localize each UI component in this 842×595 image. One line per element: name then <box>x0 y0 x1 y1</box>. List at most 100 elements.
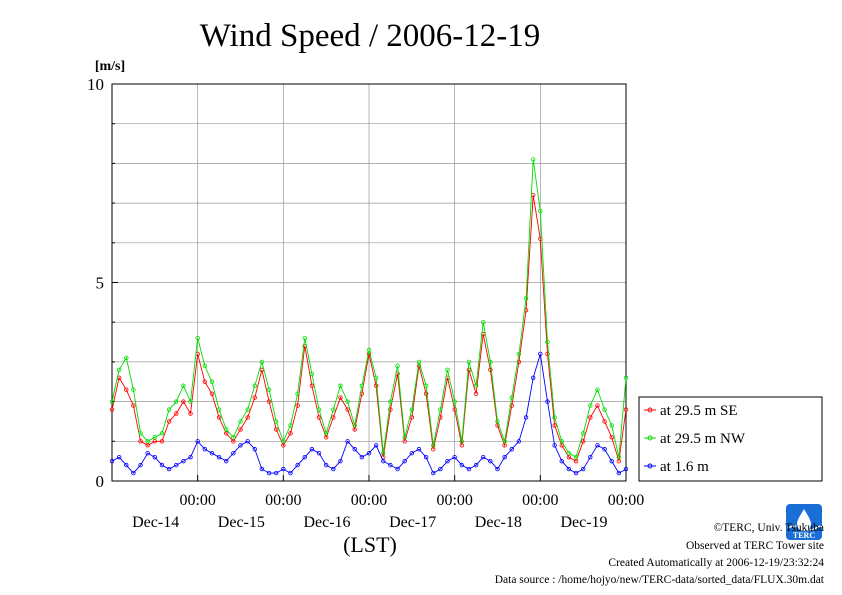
series-point <box>516 359 522 365</box>
series-point <box>109 399 115 404</box>
series-point <box>195 335 200 341</box>
series-point <box>331 407 336 412</box>
series-point <box>252 447 257 452</box>
series-point <box>609 435 614 440</box>
series-point <box>109 407 115 412</box>
series-point <box>466 359 472 365</box>
series-point <box>488 359 493 365</box>
series-point <box>609 458 614 464</box>
y-tick-label: 10 <box>87 75 104 94</box>
series-point <box>381 458 386 464</box>
series-point <box>231 451 236 456</box>
series-point <box>509 395 514 400</box>
series-2 <box>109 157 629 460</box>
series-point <box>245 407 250 412</box>
x-tick-time-label: 00:00 <box>351 492 387 509</box>
series-point <box>238 443 243 448</box>
series-point <box>345 439 350 444</box>
series-point <box>452 399 457 404</box>
series-point <box>216 415 222 420</box>
x-tick-time-label: 00:00 <box>179 492 215 509</box>
terc-logo-text: TERC <box>793 531 815 540</box>
series-point <box>316 451 322 456</box>
series-point <box>459 462 465 468</box>
series-point <box>323 431 329 436</box>
series-point <box>523 415 529 420</box>
series-point <box>545 351 550 357</box>
data-source-text: Data source : /home/hojyo/new/TERC-data/… <box>495 574 825 586</box>
series-point <box>116 367 122 373</box>
series-point <box>138 462 143 468</box>
x-axis-ticks: 00:00Dec-1400:00Dec-1500:00Dec-1600:00De… <box>132 475 644 531</box>
series-point <box>266 387 272 392</box>
series-point <box>302 335 307 341</box>
x-tick-date-label: Dec-17 <box>389 514 436 531</box>
series-point <box>238 419 243 424</box>
series-point <box>281 466 286 472</box>
series-point <box>366 347 372 353</box>
series-point <box>181 458 186 464</box>
copyright-text: ©TERC, Univ. Tsukuba <box>714 522 824 534</box>
series-point <box>559 458 564 464</box>
series-point <box>402 435 407 440</box>
series-point <box>124 387 129 392</box>
series-point <box>395 363 400 369</box>
series-point <box>409 451 415 456</box>
legend-label: at 1.6 m <box>660 459 709 475</box>
series-point <box>416 447 422 452</box>
series-point <box>273 470 279 476</box>
series-point <box>609 423 614 428</box>
legend-label: at 29.5 m SE <box>660 403 738 419</box>
series-point <box>266 470 272 476</box>
series-point <box>623 375 629 380</box>
series-point <box>438 466 443 472</box>
series-point <box>595 403 600 408</box>
series-point <box>202 363 208 369</box>
x-tick-time-label: 00:00 <box>608 492 644 509</box>
series-line <box>111 353 627 474</box>
series-point <box>138 431 143 436</box>
series-point <box>338 458 343 464</box>
series-point <box>573 454 579 460</box>
series-point <box>316 415 322 420</box>
series-point <box>159 439 165 444</box>
y-axis-unit-label: [m/s] <box>95 59 125 74</box>
series-point <box>416 359 422 365</box>
series-point <box>459 439 465 444</box>
series-point <box>145 451 150 456</box>
series-point <box>573 470 579 476</box>
series-point <box>273 419 279 424</box>
series-point <box>131 403 136 408</box>
series-point <box>409 407 415 412</box>
y-axis-ticks: 0 5 10 <box>87 75 118 491</box>
series-point <box>352 423 357 428</box>
series-point <box>580 439 586 444</box>
legend-swatch-marker <box>647 435 653 441</box>
series-point <box>181 399 186 404</box>
series-point <box>588 454 593 460</box>
wave-icon <box>787 525 823 531</box>
series-point <box>288 423 293 428</box>
series-point <box>259 359 265 365</box>
legend-box <box>638 396 823 482</box>
series-point <box>530 375 536 380</box>
series-point <box>216 454 222 460</box>
series-point <box>174 399 179 404</box>
series-point <box>373 375 379 380</box>
x-tick-date-label: Dec-14 <box>132 514 179 531</box>
series-point <box>145 439 150 444</box>
series-point <box>224 427 229 432</box>
series-point <box>530 157 536 162</box>
series-point <box>580 431 586 436</box>
series-point <box>288 431 293 436</box>
series-point <box>509 447 514 452</box>
series-point <box>588 415 593 420</box>
series-point <box>288 470 293 476</box>
series-point <box>309 371 315 377</box>
legend: at 29.5 m SE at 29.5 m NW at 1.6 m <box>638 396 823 482</box>
series-point <box>423 391 429 396</box>
series-point <box>245 439 250 444</box>
series-point <box>545 399 550 404</box>
series-point <box>323 462 329 468</box>
series-point <box>538 351 543 357</box>
